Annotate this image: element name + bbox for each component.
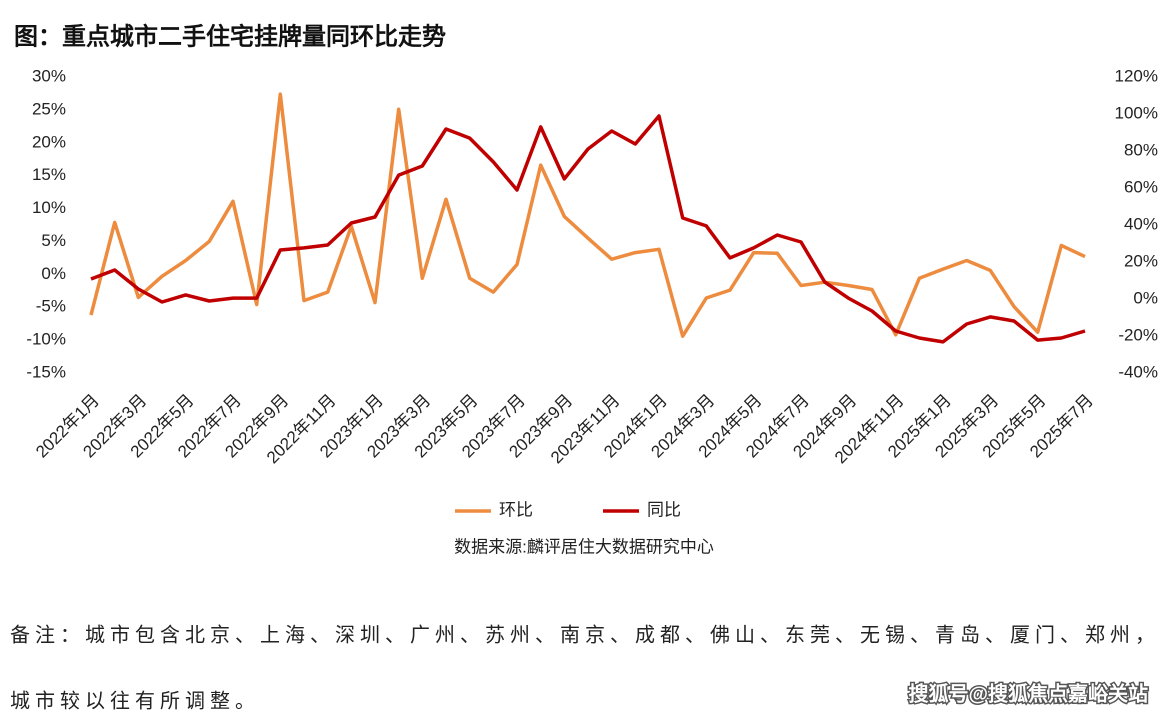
- y-tick-label: -10%: [26, 330, 66, 349]
- y-tick-label: 25%: [32, 99, 66, 118]
- y-tick-label: 20%: [32, 132, 66, 151]
- series-line: [90, 114, 1086, 344]
- y2-tick-label: 120%: [1115, 66, 1158, 85]
- series-line: [89, 92, 1086, 338]
- y2-tick-label: 100%: [1115, 103, 1158, 122]
- y-tick-label: 10%: [32, 198, 66, 217]
- y-tick-label: -15%: [26, 362, 66, 381]
- legend-label: 同比: [647, 500, 681, 519]
- y-tick-label: 15%: [32, 165, 66, 184]
- y2-tick-label: 20%: [1124, 251, 1158, 270]
- note-line: 备注：城市包含北京、上海、深圳、广州、苏州、南京、成都、佛山、东莞、无锡、青岛、…: [10, 624, 1160, 647]
- y-tick-label: 30%: [32, 66, 66, 85]
- y2-tick-label: 80%: [1124, 140, 1158, 159]
- y-tick-label: 5%: [41, 231, 66, 250]
- note-line: 城市较以往有所调整。: [10, 690, 260, 713]
- y-tick-label: 0%: [41, 264, 66, 283]
- watermark: 搜狐号@搜狐焦点嘉峪关站: [908, 681, 1148, 705]
- legend-label: 环比: [499, 500, 533, 519]
- y2-tick-label: 40%: [1124, 214, 1158, 233]
- y2-tick-label: 60%: [1124, 177, 1158, 196]
- source: 数据来源:麟评居住大数据研究中心: [454, 537, 714, 556]
- y2-tick-label: 0%: [1133, 288, 1158, 307]
- chart-title: 图：重点城市二手住宅挂牌量同环比走势: [14, 22, 446, 50]
- y2-tick-label: -20%: [1118, 325, 1158, 344]
- y-tick-label: -5%: [36, 297, 66, 316]
- y2-tick-label: -40%: [1118, 362, 1158, 381]
